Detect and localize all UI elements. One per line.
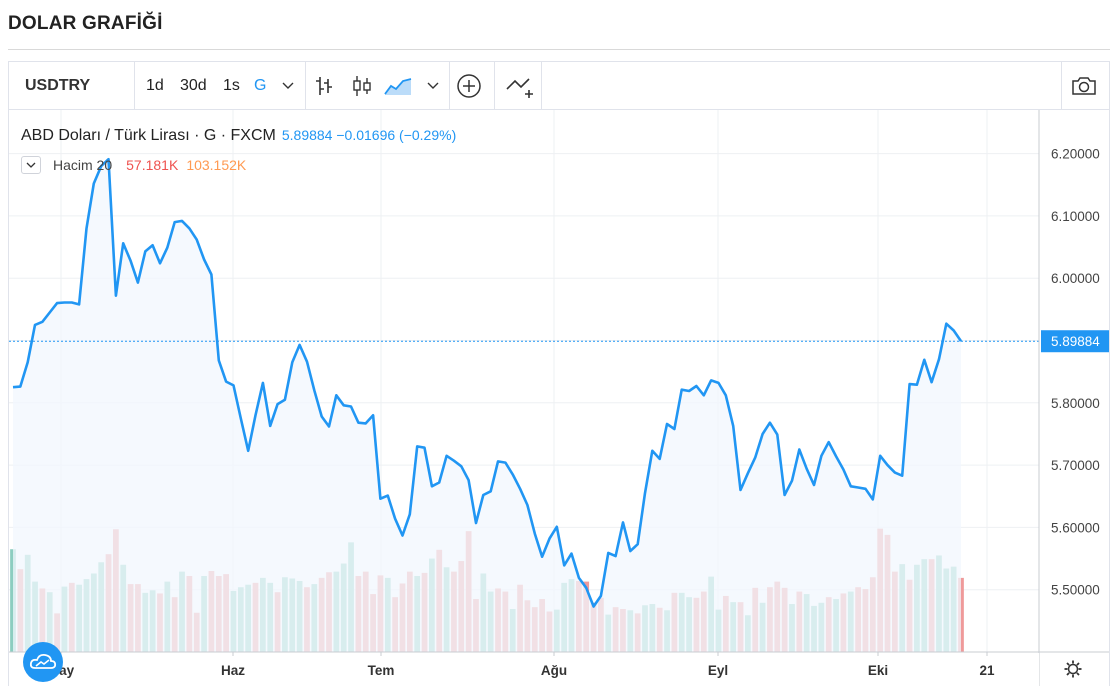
x-tick-label: Haz	[221, 663, 245, 678]
y-tick-label: 6.10000	[1051, 209, 1100, 224]
tradingview-logo[interactable]	[23, 642, 63, 682]
add-indicator-icon[interactable]	[455, 72, 483, 100]
chevron-down-icon[interactable]	[419, 72, 447, 100]
toolbar-divider	[494, 62, 495, 109]
toolbar-divider	[1061, 62, 1062, 109]
title-divider	[8, 49, 1110, 50]
page-title: DOLAR GRAFİĞİ	[8, 13, 163, 34]
bar-chart-icon[interactable]	[310, 72, 338, 100]
chart-widget: USDTRY 1d 30d 1s G	[8, 61, 1110, 686]
x-tick-label: Tem	[368, 663, 395, 678]
last-price-value: 5.89884	[1051, 334, 1100, 349]
area-chart-icon[interactable]	[384, 72, 412, 100]
toolbar-divider	[305, 62, 306, 109]
volume-ma-value: 103.152K	[186, 157, 247, 173]
price-axis[interactable]	[1039, 110, 1109, 686]
toolbar-divider	[449, 62, 450, 109]
x-tick-label: Eki	[868, 663, 888, 678]
last-price-badge	[1041, 330, 1109, 353]
y-tick-label: 5.70000	[1051, 458, 1100, 473]
volume-legend: Hacim 20 57.181K 103.152K	[21, 156, 246, 174]
cloud-logo-icon	[29, 653, 57, 669]
time-axis[interactable]	[9, 653, 1039, 686]
volume-value: 57.181K	[126, 157, 179, 173]
toolbar-divider	[134, 62, 135, 109]
price-line[interactable]	[12, 157, 963, 608]
timeframe-g[interactable]: G	[254, 77, 267, 94]
volume-label: Hacim 20	[53, 157, 113, 173]
y-tick-label: 6.00000	[1051, 271, 1100, 286]
chart-legend: ABD Doları / Türk Lirası · G · FXCM 5.898…	[21, 127, 456, 145]
chevron-down-icon	[26, 162, 36, 168]
price-chart[interactable]: 6.200006.100006.000005.900005.800005.700…	[9, 110, 1109, 686]
symbol-selector[interactable]: USDTRY	[25, 77, 91, 94]
toolbar-divider	[541, 62, 542, 109]
x-tick-label: Ağu	[541, 663, 567, 678]
y-tick-label: 5.50000	[1051, 583, 1100, 598]
legend-change: −0.01696 (−0.29%)	[336, 127, 457, 143]
y-tick-label: 5.60000	[1051, 520, 1100, 535]
camera-icon[interactable]	[1070, 72, 1098, 100]
settings-gear-icon[interactable]	[1064, 660, 1082, 678]
price-area	[13, 159, 961, 652]
y-tick-label: 6.20000	[1051, 147, 1100, 162]
x-tick-label: Eyl	[708, 663, 728, 678]
timeframe-30d[interactable]: 30d	[180, 77, 207, 94]
collapse-legend-button[interactable]	[21, 156, 41, 174]
y-tick-label: 5.80000	[1051, 396, 1100, 411]
x-tick-label: 21	[979, 663, 995, 678]
timeframe-1s[interactable]: 1s	[223, 77, 240, 94]
candlestick-icon[interactable]	[348, 72, 376, 100]
chart-area[interactable]: 6.200006.100006.000005.900005.800005.700…	[9, 110, 1109, 686]
timeframe-1d[interactable]: 1d	[146, 77, 164, 94]
chart-toolbar: USDTRY 1d 30d 1s G	[9, 62, 1109, 110]
legend-title: ABD Doları / Türk Lirası · G · FXCM	[21, 127, 276, 144]
compare-icon[interactable]	[503, 72, 539, 100]
chevron-down-icon[interactable]	[274, 72, 302, 100]
legend-price: 5.89884	[281, 127, 333, 143]
